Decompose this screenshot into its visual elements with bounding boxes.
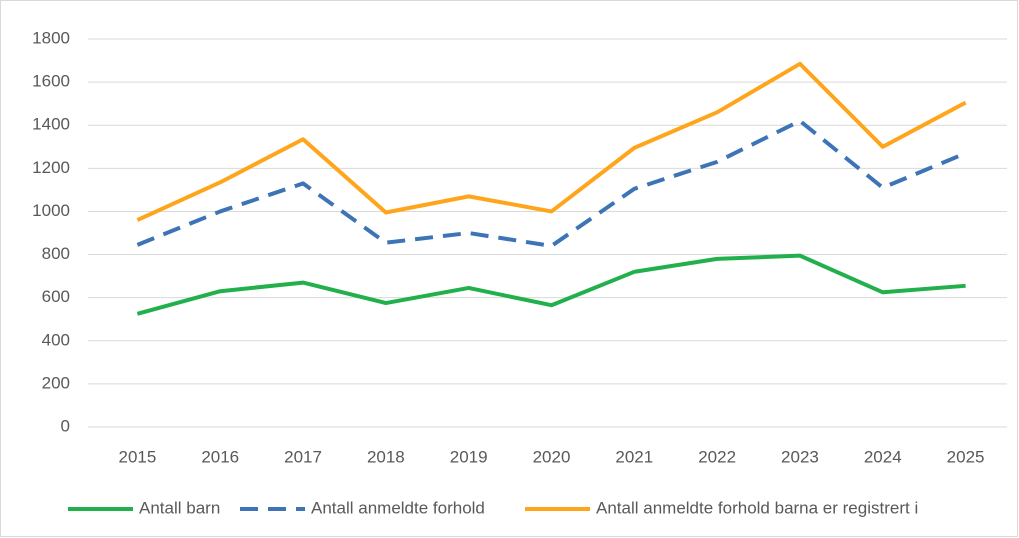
y-tick-label: 0 [61, 416, 70, 435]
series-line [136, 253, 966, 316]
y-tick-label: 1200 [32, 158, 70, 177]
y-tick-label: 1800 [32, 28, 70, 47]
y-tick-label: 400 [42, 330, 70, 349]
x-tick-label: 2022 [698, 447, 736, 466]
legend-label: Antall anmeldte forhold [311, 498, 485, 517]
legend-label: Antall anmeldte forhold barna er registr… [596, 498, 918, 517]
y-tick-label: 800 [42, 244, 70, 263]
x-tick-label: 2020 [533, 447, 571, 466]
y-tick-label: 600 [42, 287, 70, 306]
y-tick-label: 1000 [32, 201, 70, 220]
series-line [136, 61, 967, 222]
y-tick-label: 200 [42, 373, 70, 392]
x-tick-label: 2021 [615, 447, 653, 466]
series-line [136, 118, 967, 248]
x-tick-label: 2023 [781, 447, 819, 466]
x-tick-label: 2024 [864, 447, 902, 466]
x-tick-label: 2018 [367, 447, 405, 466]
legend-label: Antall barn [139, 498, 220, 517]
x-tick-label: 2017 [284, 447, 322, 466]
x-tick-label: 2025 [947, 447, 985, 466]
y-tick-label: 1600 [32, 72, 70, 91]
y-tick-label: 1400 [32, 115, 70, 134]
x-tick-label: 2019 [450, 447, 488, 466]
x-tick-label: 2015 [118, 447, 156, 466]
x-tick-label: 2016 [201, 447, 239, 466]
